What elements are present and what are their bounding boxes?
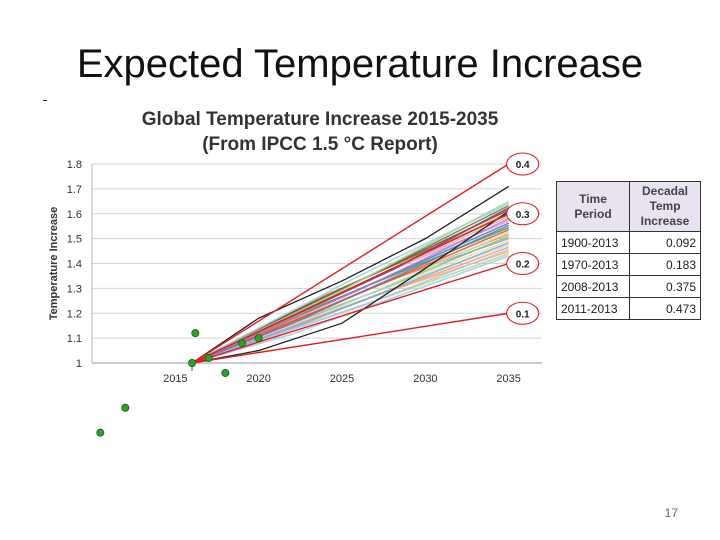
table-cell-value: 0.375 [629,275,701,298]
projection-line [191,185,510,364]
reference-label: 0.3 [516,210,530,221]
decadal-temp-table: Time Period Decadal Temp Increase 1900-2… [556,181,701,320]
x-tick-label: 2030 [413,373,437,385]
observed-point [191,329,200,338]
reference-line [191,213,509,364]
x-tick-label: 2035 [496,373,520,385]
x-tick-label: 2020 [246,373,270,385]
table-row: 2008-2013 0.375 [556,275,701,298]
table-cell-value: 0.473 [629,297,701,320]
observed-point [96,428,105,437]
y-tick-label: 1.4 [67,259,82,271]
y-tick-label: 1.3 [67,283,82,295]
observed-point [187,358,196,367]
projection-line [191,210,510,364]
observed-point [204,354,213,363]
table-cell-period: 1900-2013 [556,231,630,254]
slide-marker [43,100,47,101]
y-tick-label: 1.6 [67,209,82,221]
observed-point [237,339,246,348]
table-cell-value: 0.183 [629,253,701,276]
x-tick-label: 2025 [330,373,354,385]
y-tick-label: 1.2 [67,308,82,320]
y-tick-label: 1.8 [67,159,82,171]
ensemble-line [191,218,510,364]
reference-label: 0.4 [516,160,530,171]
table-header-row: Time Period Decadal Temp Increase [556,181,701,232]
chart-subtitle-line: (From IPCC 1.5 °C Report) [202,134,438,155]
reference-line [191,163,510,364]
chart-title-line: Global Temperature Increase 2015-2035 [141,109,499,130]
observed-point [254,334,263,343]
ensemble-line [191,224,509,364]
y-tick-label: 1.1 [67,333,82,345]
table-cell-period: 2008-2013 [556,275,630,298]
y-tick-label: 1.5 [67,234,82,246]
reference-line [191,262,509,364]
x-tick-label: 2015 [163,373,187,385]
observed-point [221,368,230,377]
temperature-chart: 1 1.1 1.2 1.3 1.4 1.5 1.6 1.7 1.8 2015 2020 2025 203… [48,152,542,437]
reference-label: 0.2 [516,260,530,271]
page-number: 17 [664,506,678,520]
reference-label-circle [506,202,540,226]
y-tick-label: 1.7 [67,184,82,196]
reference-label-circle [506,301,540,325]
ensemble-line [191,248,509,364]
y-tick-label: 1 [76,358,82,370]
table-header-period: Time Period [556,181,630,232]
chart-title: Global Temperature Increase 2015-2035 (F… [110,107,530,157]
slide-title: Expected Temperature Increase [76,42,644,86]
ensemble-line [191,242,509,364]
reference-label: 0.1 [516,309,530,320]
y-axis-label: Temperature Increase [48,207,60,321]
table-row: 1970-2013 0.183 [556,253,701,276]
table-cell-period: 1970-2013 [556,253,630,276]
observed-point [121,403,130,412]
table-row: 1900-2013 0.092 [556,231,701,254]
table-header-increase: Decadal Temp Increase [629,181,701,232]
table-cell-period: 2011-2013 [556,297,630,320]
reference-label-circle [506,152,540,176]
table-row: 2011-2013 0.473 [556,297,701,320]
reference-label-circle [506,251,540,276]
reference-line [191,312,509,364]
ensemble-line [191,255,509,364]
table-cell-value: 0.092 [629,231,701,254]
